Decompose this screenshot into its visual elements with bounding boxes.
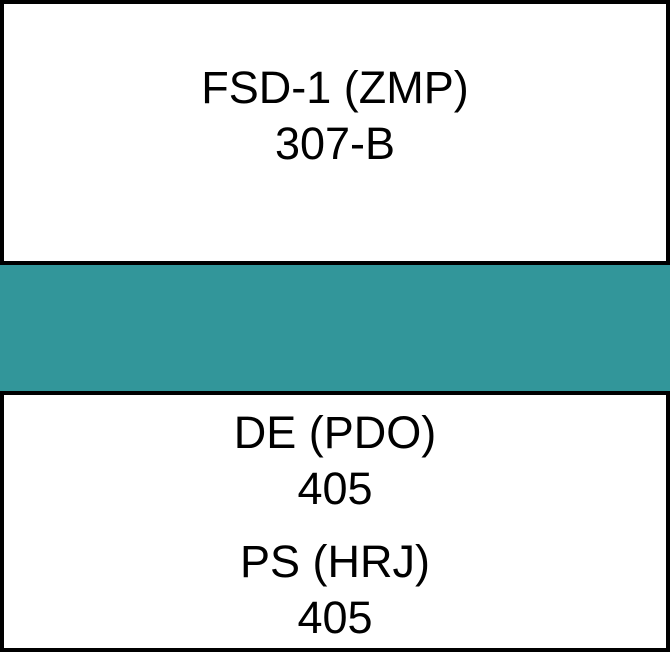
course-label: FSD-1 (ZMP)	[201, 61, 469, 113]
course-label: DE (PDO)	[233, 407, 437, 458]
schedule-cell-ps: PS (HRJ) 405	[0, 521, 670, 652]
room-label: 405	[297, 591, 373, 643]
room-label: 307-B	[274, 117, 396, 169]
course-label: PS (HRJ)	[240, 535, 430, 587]
left-edge-tick	[0, 130, 4, 134]
schedule-cell-fsd1: FSD-1 (ZMP) 307-B	[0, 0, 670, 265]
room-label: 405	[297, 463, 373, 514]
schedule-cell-de: DE (PDO) 405	[0, 391, 670, 524]
teal-band	[0, 265, 670, 391]
